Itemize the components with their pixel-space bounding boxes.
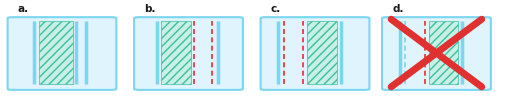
Text: c.: c. [270,4,280,14]
Bar [161,21,191,84]
FancyBboxPatch shape [134,17,242,90]
Bar [307,21,336,84]
FancyBboxPatch shape [381,17,490,90]
Bar [428,21,458,84]
FancyBboxPatch shape [260,17,369,90]
Text: b.: b. [144,4,155,14]
FancyBboxPatch shape [8,17,116,90]
Text: d.: d. [391,4,402,14]
Text: a.: a. [18,4,29,14]
Bar [39,21,73,84]
